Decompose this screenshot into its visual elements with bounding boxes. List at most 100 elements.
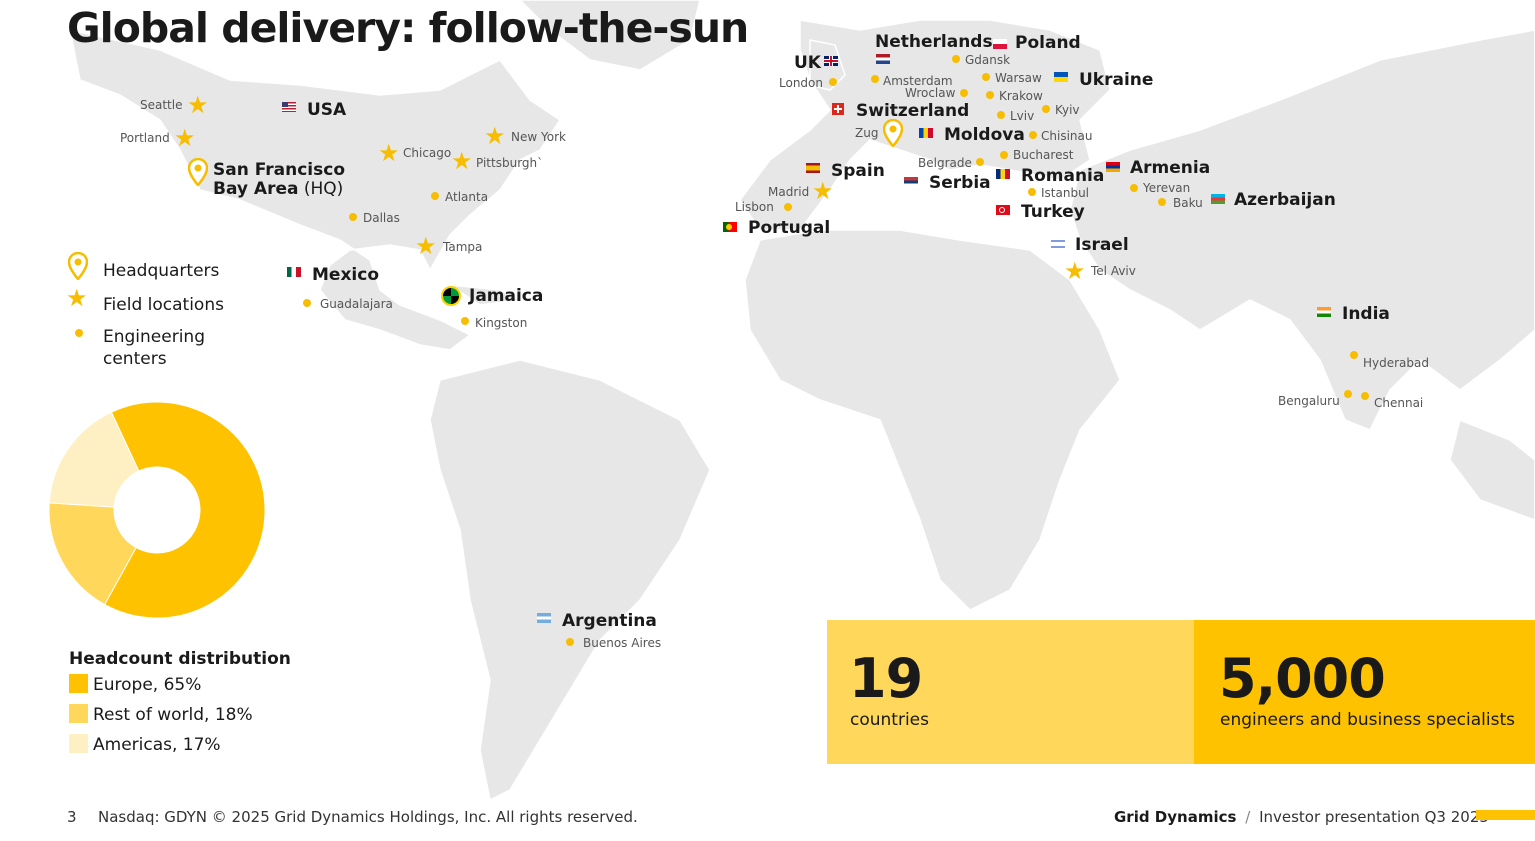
city-dallas: Dallas (363, 211, 400, 225)
engineering-center-dot-icon (982, 73, 990, 81)
hq-label: San Francisco Bay Area (HQ) (213, 161, 345, 199)
donut-slice (48, 502, 137, 606)
engineering-center-dot-icon (960, 89, 968, 97)
field-location-star-icon: ★ (187, 91, 209, 119)
headcount-legend-item: Europe, 65% (69, 674, 253, 695)
country-netherlands: Netherlands (875, 32, 993, 52)
field-location-star-icon: ★ (451, 147, 473, 175)
engineering-center-dot-icon (1361, 392, 1369, 400)
city-madrid: Madrid (768, 185, 810, 199)
flag-israel-icon (1051, 239, 1065, 249)
headcount-legend: Europe, 65% Rest of world, 18% Americas,… (69, 674, 253, 755)
donut-slice (48, 411, 140, 508)
country-uk: UK (794, 53, 821, 73)
headcount-title: Headcount distribution (69, 649, 291, 669)
engineering-center-dot-icon (871, 75, 879, 83)
legend-field-star-icon: ★ (66, 284, 88, 312)
city-warsaw: Warsaw (995, 71, 1042, 85)
page-number: 3 (67, 808, 77, 826)
engineering-center-dot-icon (566, 638, 574, 646)
country-poland: Poland (1015, 33, 1081, 53)
city-seattle: Seattle (140, 98, 183, 112)
engineering-center-dot-icon (997, 111, 1005, 119)
flag-portugal-icon (723, 222, 737, 232)
flag-azerbaijan-icon (1211, 194, 1225, 204)
field-location-star-icon: ★ (812, 177, 834, 205)
city-buenos-aires: Buenos Aires (583, 636, 662, 650)
field-location-star-icon: ★ (174, 124, 196, 152)
country-india: India (1342, 304, 1390, 324)
engineering-center-dot-icon (1000, 151, 1008, 159)
footer-brand: Grid Dynamics / Investor presentation Q3… (1114, 808, 1489, 826)
country-switzerland: Switzerland (856, 101, 970, 121)
flag-argentina-icon (537, 613, 551, 623)
flag-spain-icon (806, 163, 820, 173)
hq-name: San Francisco (213, 160, 345, 180)
stat-countries-label: countries (850, 710, 929, 730)
flag-netherlands-icon (876, 54, 890, 64)
flag-uk-icon (824, 56, 838, 66)
hq-line2: Bay Area (HQ) (213, 179, 344, 199)
donut-slice (103, 401, 266, 619)
engineering-center-dot-icon (784, 203, 792, 211)
legend-swatch (69, 704, 88, 723)
flag-armenia-icon (1106, 162, 1120, 172)
city-chennai: Chennai (1374, 396, 1424, 410)
city-lisbon: Lisbon (735, 200, 774, 214)
page-title: Global delivery: follow-the-sun (67, 4, 749, 52)
office-pin-icon (883, 119, 903, 147)
stat-engineers-number: 5,000 (1219, 647, 1386, 710)
footer-separator: / (1245, 808, 1251, 826)
engineering-center-dot-icon (1158, 198, 1166, 206)
legend-swatch (69, 674, 88, 693)
country-moldova: Moldova (944, 125, 1025, 145)
city-hyderabad: Hyderabad (1363, 356, 1429, 370)
headcount-donut-chart (48, 401, 266, 619)
city-london: London (779, 76, 823, 90)
flag-ukraine-icon (1054, 72, 1068, 82)
flag-switzerland-icon (832, 103, 844, 115)
flag-moldova-icon (919, 128, 933, 138)
city-chisinau: Chisinau (1041, 129, 1093, 143)
flag-mexico-icon (287, 267, 301, 277)
flag-india-icon (1317, 307, 1331, 317)
engineering-center-dot-icon (349, 213, 357, 221)
city-lviv: Lviv (1010, 109, 1035, 123)
engineering-center-dot-icon (1130, 184, 1138, 192)
engineering-center-dot-icon (303, 299, 311, 307)
footer-accent-bar (1476, 810, 1535, 820)
stat-engineers: 5,000 engineers and business specialists (1194, 620, 1535, 764)
engineering-center-dot-icon (461, 317, 469, 325)
country-israel: Israel (1075, 235, 1129, 255)
country-portugal: Portugal (748, 218, 831, 238)
city-krakow: Krakow (999, 89, 1043, 103)
headquarters-pin-icon (188, 158, 208, 186)
legend-engineering-label: Engineering centers (103, 327, 205, 369)
city-pittsburgh: Pittsburgh` (476, 156, 544, 170)
city-chicago: Chicago (403, 146, 452, 160)
legend-headquarters-label: Headquarters (103, 261, 220, 281)
country-armenia: Armenia (1130, 158, 1211, 178)
country-usa: USA (307, 100, 347, 120)
city-kingston: Kingston (475, 316, 528, 330)
field-location-star-icon: ★ (484, 122, 506, 150)
city-amsterdam: Amsterdam (883, 74, 953, 88)
footer-legal: Nasdaq: GDYN © 2025 Grid Dynamics Holdin… (98, 808, 638, 826)
headcount-legend-item: Americas, 17% (69, 734, 253, 755)
country-spain: Spain (831, 161, 885, 181)
country-serbia: Serbia (929, 173, 991, 193)
engineering-center-dot-icon (952, 55, 960, 63)
city-atlanta: Atlanta (445, 190, 489, 204)
country-turkey: Turkey (1021, 202, 1085, 222)
city-zug: Zug (855, 126, 879, 140)
legend-engineering-dot-icon (75, 329, 83, 337)
engineering-center-dot-icon (431, 192, 439, 200)
engineering-center-dot-icon (1029, 131, 1037, 139)
flag-romania-icon (996, 169, 1010, 179)
legend-swatch (69, 734, 88, 753)
engineering-center-dot-icon (829, 78, 837, 86)
city-istanbul: Istanbul (1041, 186, 1090, 200)
city-portland: Portland (120, 131, 170, 145)
flag-poland-icon (993, 39, 1007, 49)
engineering-center-dot-icon (1344, 390, 1352, 398)
